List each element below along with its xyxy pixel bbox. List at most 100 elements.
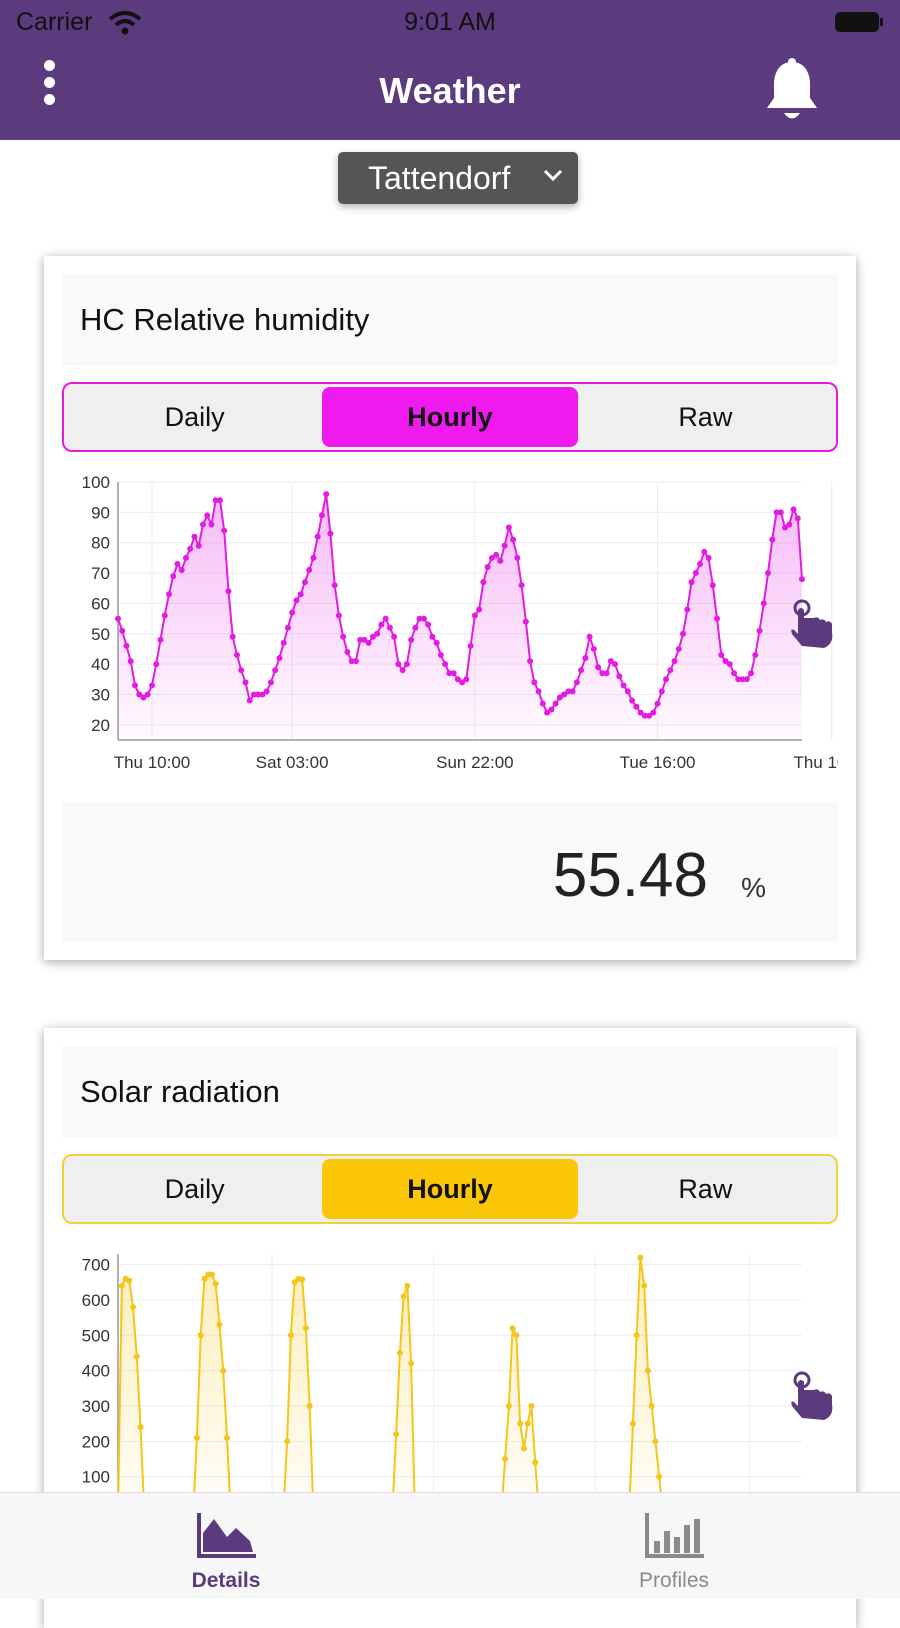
tab-details[interactable]: Details (126, 1493, 326, 1599)
data-point (280, 639, 287, 646)
data-point (153, 661, 160, 668)
data-point (263, 688, 270, 695)
data-point (637, 1254, 644, 1261)
data-point (297, 591, 304, 598)
data-point (675, 645, 682, 652)
data-point (505, 1402, 512, 1409)
data-point (199, 521, 206, 528)
y-tick-label: 300 (82, 1397, 110, 1416)
value-unit: % (741, 872, 766, 903)
y-tick-label: 40 (91, 655, 110, 674)
data-point (773, 509, 780, 516)
data-point (416, 615, 423, 622)
data-point (161, 612, 168, 619)
tab-hourly[interactable]: Hourly (322, 1159, 578, 1219)
data-point (118, 1282, 125, 1289)
data-point (136, 691, 143, 698)
data-point (532, 1459, 539, 1466)
y-tick-label: 30 (91, 685, 110, 704)
data-point (130, 1304, 137, 1311)
data-point (578, 667, 585, 674)
data-point (408, 636, 415, 643)
interval-segmented-control: Daily Hourly Raw (62, 1154, 838, 1224)
data-point (170, 573, 177, 580)
tab-daily[interactable]: Daily (164, 402, 225, 432)
data-point (314, 533, 321, 540)
tab-daily[interactable]: Daily (164, 1174, 225, 1204)
data-point (641, 1282, 648, 1289)
data-point (552, 700, 559, 707)
data-point (671, 658, 678, 665)
data-point (223, 1434, 230, 1441)
data-point (476, 606, 483, 613)
data-point (137, 1424, 144, 1431)
data-point (238, 667, 245, 674)
data-point (242, 679, 249, 686)
x-tick-label: Sat 03:00 (256, 753, 329, 772)
data-point (612, 661, 619, 668)
app-header: Carrier 9:01 AM Weather (0, 0, 900, 140)
data-point (220, 1367, 227, 1374)
data-point (760, 600, 767, 607)
data-point (535, 688, 542, 695)
data-point (709, 582, 716, 589)
data-point (450, 670, 457, 677)
data-point (144, 691, 151, 698)
data-point (743, 676, 750, 683)
tab-raw[interactable]: Raw (678, 402, 733, 432)
data-point (556, 694, 563, 701)
touch-gesture-icon[interactable] (788, 598, 842, 652)
data-point (561, 691, 568, 698)
data-point (701, 548, 708, 555)
page-title: Weather (379, 70, 521, 111)
data-point (340, 633, 347, 640)
data-point (794, 515, 801, 522)
data-point (193, 1434, 200, 1441)
wifi-icon (108, 11, 142, 35)
data-point (586, 633, 593, 640)
data-point (646, 712, 653, 719)
tab-raw[interactable]: Raw (678, 1174, 733, 1204)
data-point (400, 1293, 407, 1300)
touch-gesture-icon[interactable] (788, 1370, 842, 1424)
data-point (374, 630, 381, 637)
data-point (412, 624, 419, 631)
data-point (502, 1455, 509, 1462)
tab-hourly[interactable]: Hourly (322, 387, 578, 447)
y-tick-label: 50 (91, 625, 110, 644)
data-point (520, 1445, 527, 1452)
data-point (620, 682, 627, 689)
data-point (765, 570, 772, 577)
location-value: Tattendorf (368, 160, 511, 196)
data-point (726, 661, 733, 668)
data-point (306, 567, 313, 574)
data-point (212, 497, 219, 504)
data-point (501, 542, 508, 549)
data-point (680, 630, 687, 637)
tab-label: Profiles (638, 1569, 710, 1592)
data-point (595, 664, 602, 671)
data-point (714, 615, 721, 622)
data-point (656, 1473, 663, 1480)
tab-profiles[interactable]: Profiles (574, 1493, 774, 1599)
data-point (505, 524, 512, 531)
y-tick-label: 100 (82, 473, 110, 492)
data-point (599, 670, 606, 677)
bell-icon[interactable] (764, 58, 820, 124)
data-point (229, 633, 236, 640)
data-point (429, 633, 436, 640)
data-point (752, 652, 759, 659)
data-point (722, 658, 729, 665)
data-point (667, 667, 674, 674)
data-point (246, 697, 253, 704)
humidity-card: HC Relative humidity Daily Hourly Raw 10… (44, 256, 856, 960)
location-dropdown[interactable]: Tattendorf (338, 152, 578, 204)
data-point (267, 679, 274, 686)
data-point (127, 658, 134, 665)
data-point (331, 582, 338, 589)
more-vertical-icon[interactable] (40, 60, 60, 110)
data-point (544, 709, 551, 716)
data-point (191, 533, 198, 540)
y-tick-label: 200 (82, 1432, 110, 1451)
